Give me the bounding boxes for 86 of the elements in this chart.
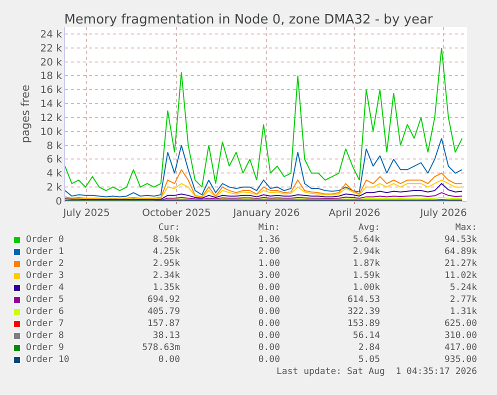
legend-label: Order 0 — [26, 234, 64, 246]
x-tick-label: July 2026 — [419, 208, 467, 219]
legend-label: Order 6 — [26, 306, 64, 318]
legend-label: Order 1 — [26, 246, 64, 258]
legend-label: Order 10 — [26, 354, 70, 366]
text: 38.13 — [152, 330, 180, 342]
text: 405.79 — [147, 306, 180, 318]
y-tick-label: 8 k — [46, 140, 62, 152]
text: 64.89k — [444, 246, 477, 258]
text: 56.14 — [352, 330, 380, 342]
x-tick-label: October 2025 — [142, 208, 211, 219]
y-tick-label: 12 k — [40, 112, 62, 124]
text: 2.95k — [152, 258, 180, 270]
legend-label: Order 5 — [26, 294, 64, 306]
text: Last update: Sat Aug 1 04:35:17 2026 — [276, 366, 477, 378]
text: 935.00 — [444, 354, 477, 366]
text: 0.00 — [258, 294, 280, 306]
legend-label: Order 7 — [26, 318, 64, 330]
legend-label: Order 9 — [26, 342, 64, 354]
legend-label: Order 2 — [26, 258, 64, 270]
text: 1.36 — [258, 234, 280, 246]
text: Cur: — [158, 222, 180, 234]
x-tick-label: January 2026 — [232, 208, 300, 219]
text: 625.00 — [444, 318, 477, 330]
text: Avg: — [358, 222, 380, 234]
text: 5.64k — [352, 234, 380, 246]
text: 0.00 — [258, 354, 280, 366]
y-tick-label: 22 k — [40, 43, 62, 54]
y-tick-label: 10 k — [40, 126, 62, 138]
x-tick-label: April 2026 — [328, 208, 380, 219]
text: 0.00 — [158, 354, 180, 366]
text: 1.31k — [450, 306, 477, 318]
text: 4.25k — [152, 246, 180, 258]
legend-label: Order 8 — [26, 330, 64, 342]
text: 0.00 — [258, 282, 280, 294]
y-tick-label: 14 k — [40, 99, 62, 110]
text: Min: — [258, 222, 280, 234]
text: 94.53k — [444, 234, 477, 246]
y-axis-title: pages free — [18, 84, 32, 144]
text: 5.05 — [358, 354, 380, 366]
text: 1.87k — [352, 258, 380, 270]
text: 417.00 — [444, 342, 477, 354]
text: 21.27k — [444, 258, 477, 270]
text: 1.00k — [352, 282, 380, 294]
line-series — [65, 183, 463, 200]
text: 1.59k — [352, 270, 380, 282]
chart-title: Memory fragmentation in Node 0, zone DMA32 - by year — [64, 12, 434, 28]
text: 5.24k — [450, 282, 477, 294]
text: 0.00 — [258, 318, 280, 330]
y-tick-label: 24 k — [40, 29, 62, 40]
y-tick-label: 18 k — [40, 71, 62, 82]
text: 614.53 — [347, 294, 380, 306]
y-tick-label: 20 k — [40, 57, 62, 68]
text: Max: — [455, 222, 477, 234]
line-series — [65, 180, 463, 200]
line-series — [154, 192, 463, 201]
text: 578.63m — [142, 342, 180, 354]
y-tick-label: 16 k — [40, 85, 62, 96]
text: 2.00 — [258, 246, 280, 258]
line-series — [65, 138, 463, 198]
text: 2.94k — [352, 246, 380, 258]
text: 310.00 — [444, 330, 477, 342]
x-tick-label: July 2025 — [62, 208, 110, 219]
text: 11.02k — [444, 270, 477, 282]
text: 2.77k — [450, 294, 477, 306]
y-tick-label: 2 k — [46, 182, 62, 194]
line-series — [65, 169, 463, 200]
text: 157.87 — [147, 318, 180, 330]
text: 322.39 — [347, 306, 380, 318]
legend-label: Order 3 — [26, 270, 64, 282]
line-series — [65, 47, 463, 192]
text: 2.34k — [152, 270, 180, 282]
text: 153.89 — [347, 318, 380, 330]
y-tick-label: 0 — [56, 196, 62, 208]
text: 0.00 — [258, 330, 280, 342]
text: 3.00 — [258, 270, 280, 282]
y-tick-label: 6 k — [46, 154, 62, 166]
text: 0.00 — [258, 342, 280, 354]
text: 0.00 — [258, 306, 280, 318]
text: 8.50k — [152, 234, 180, 246]
text: 1.00 — [258, 258, 280, 270]
text: 2.84 — [358, 342, 380, 354]
text: 1.35k — [152, 282, 180, 294]
legend-label: Order 4 — [26, 282, 64, 294]
text: 694.92 — [147, 294, 180, 306]
y-tick-label: 4 k — [46, 168, 62, 180]
